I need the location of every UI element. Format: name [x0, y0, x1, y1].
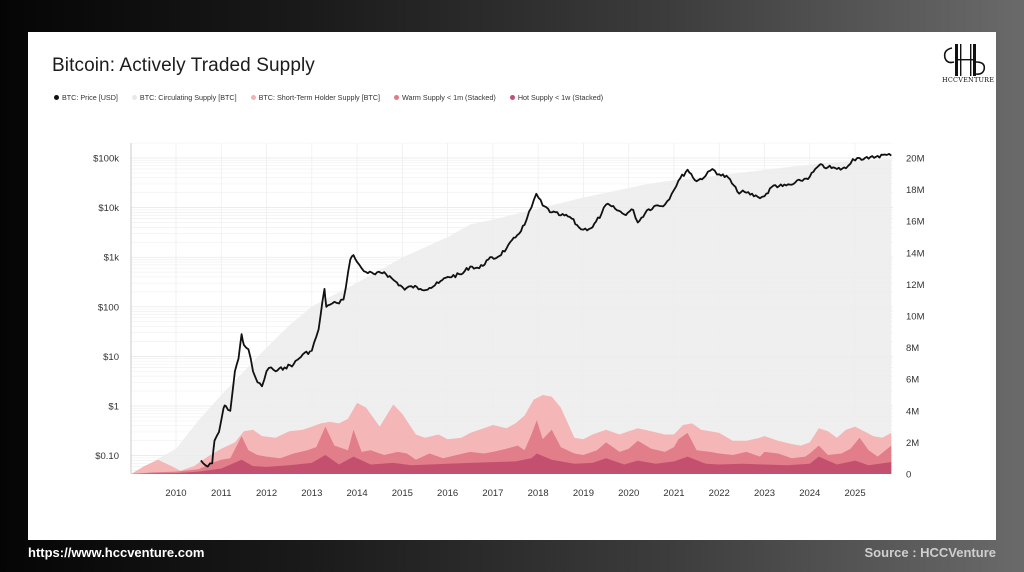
logo-text: HCCVENTURE: [942, 76, 995, 84]
x-tick-label: 2011: [211, 488, 231, 499]
y-left-tick-label: $10k: [98, 203, 119, 214]
x-tick-label: 2021: [663, 488, 684, 499]
x-tick-label: 2018: [528, 488, 549, 499]
x-tick-label: 2016: [437, 488, 458, 499]
y-right-tick-label: 18M: [906, 185, 925, 196]
y-left-tick-label: $0.10: [95, 451, 119, 462]
legend-item-hot-supply[interactable]: Hot Supply < 1w (Stacked): [509, 93, 604, 102]
legend-dot-icon: [131, 95, 137, 100]
price-series: [200, 153, 892, 468]
y-left-tick-label: $1k: [104, 253, 120, 264]
hot-supply-area: [131, 453, 892, 474]
legend-item-price[interactable]: BTC: Price [USD]: [54, 93, 118, 102]
x-tick-label: 2022: [709, 488, 730, 499]
footer-url-link[interactable]: https://www.hccventure.com: [28, 545, 205, 560]
x-tick-label: 2012: [256, 488, 277, 499]
legend-dot-icon: [250, 95, 256, 100]
y-right-tick-label: 14M: [906, 248, 925, 259]
legend-label: BTC: Circulating Supply [BTC]: [139, 93, 237, 102]
y-right-tick-label: 10M: [906, 312, 925, 323]
chart-legend: BTC: Price [USD] BTC: Circulating Supply…: [54, 93, 603, 102]
y-left-tick-label: $1: [108, 402, 119, 413]
legend-dot-icon: [394, 95, 400, 100]
x-tick-label: 2023: [754, 488, 775, 499]
y-right-tick-label: 20M: [906, 154, 925, 165]
legend-item-sth-supply[interactable]: BTC: Short-Term Holder Supply [BTC]: [250, 93, 381, 102]
y-right-tick-label: 8M: [906, 343, 919, 354]
x-tick-label: 2020: [618, 488, 639, 499]
legend-label: Hot Supply < 1w (Stacked): [517, 93, 604, 102]
legend-label: BTC: Price [USD]: [62, 93, 118, 102]
hcc-logo-icon: [943, 44, 986, 76]
y-left-tick-label: $10: [103, 352, 119, 363]
chart-title: Bitcoin: Actively Traded Supply: [52, 55, 315, 76]
x-tick-label: 2013: [301, 488, 322, 499]
x-tick-label: 2019: [573, 488, 594, 499]
circulating-supply-area: [131, 159, 892, 474]
legend-item-circulating-supply[interactable]: BTC: Circulating Supply [BTC]: [131, 93, 237, 102]
x-tick-label: 2024: [799, 488, 820, 499]
y-right-tick-label: 12M: [906, 280, 925, 291]
y-right-tick-label: 2M: [906, 438, 919, 449]
y-left-tick-label: $100: [98, 302, 119, 313]
legend-label: Warm Supply < 1m (Stacked): [402, 93, 496, 102]
legend-item-warm-supply[interactable]: Warm Supply < 1m (Stacked): [394, 93, 496, 102]
area-series: [131, 159, 892, 474]
x-tick-label: 2010: [165, 488, 186, 499]
x-tick-label: 2015: [392, 488, 413, 499]
x-tick-label: 2025: [844, 488, 865, 499]
price-line: [200, 153, 892, 468]
footer-source: Source : HCCVenture: [864, 545, 996, 560]
y-right-tick-label: 4M: [906, 406, 919, 417]
legend-label: BTC: Short-Term Holder Supply [BTC]: [258, 93, 381, 102]
legend-dot-icon: [54, 95, 59, 100]
y-right-tick-label: 0: [906, 470, 911, 481]
y-left-tick-label: $100k: [93, 154, 119, 165]
y-right-tick-label: 16M: [906, 217, 925, 228]
x-tick-label: 2014: [347, 488, 368, 499]
axes: $0.10 $1 $10 $100 $1k $10k $100k 0 2M 4M 6M 8M 10M 12…: [93, 143, 925, 499]
legend-dot-icon: [509, 95, 515, 100]
x-tick-label: 2017: [482, 488, 503, 499]
y-right-tick-label: 6M: [906, 375, 919, 386]
